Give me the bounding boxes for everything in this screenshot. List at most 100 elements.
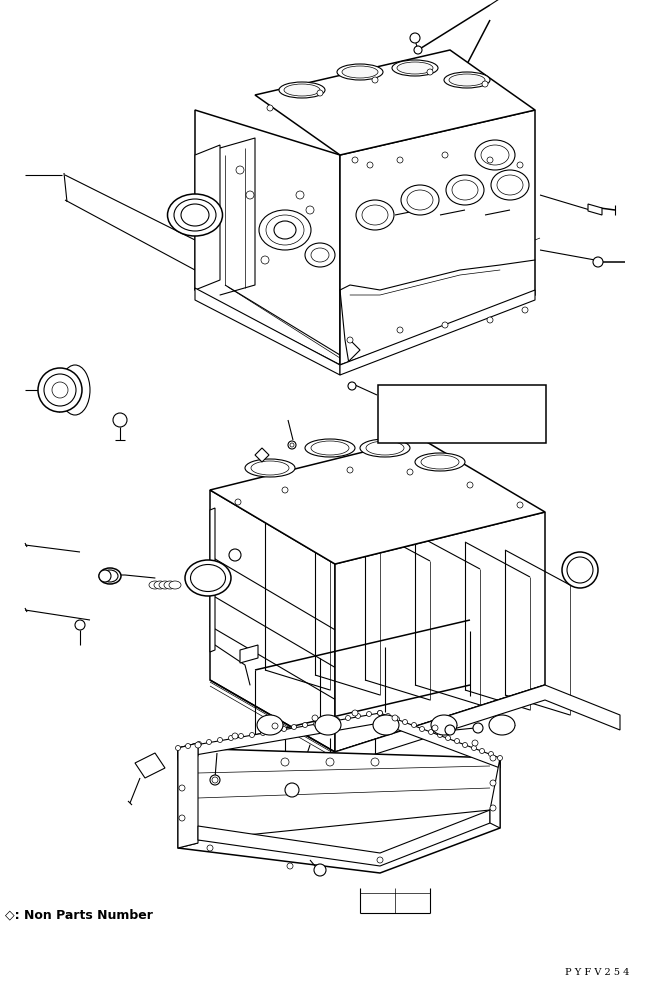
Ellipse shape (362, 205, 388, 225)
Ellipse shape (497, 175, 523, 195)
Polygon shape (210, 490, 335, 752)
Circle shape (472, 740, 478, 746)
Ellipse shape (366, 441, 404, 455)
Circle shape (75, 620, 85, 630)
Polygon shape (178, 743, 198, 848)
Circle shape (479, 749, 485, 753)
Circle shape (522, 307, 528, 313)
Ellipse shape (311, 441, 349, 455)
Ellipse shape (421, 455, 459, 469)
Ellipse shape (491, 170, 529, 200)
Circle shape (217, 738, 223, 743)
Circle shape (352, 710, 358, 716)
Circle shape (432, 725, 438, 731)
Ellipse shape (251, 461, 289, 475)
Polygon shape (335, 685, 620, 767)
Ellipse shape (154, 581, 166, 589)
Ellipse shape (489, 715, 515, 735)
Polygon shape (178, 713, 500, 768)
Circle shape (113, 413, 127, 427)
Circle shape (367, 162, 373, 168)
Circle shape (229, 549, 241, 561)
Circle shape (334, 717, 340, 722)
Ellipse shape (452, 180, 478, 200)
Circle shape (356, 713, 360, 718)
Circle shape (313, 721, 319, 727)
Ellipse shape (245, 459, 295, 477)
Circle shape (44, 374, 76, 406)
Ellipse shape (181, 204, 209, 226)
Ellipse shape (392, 60, 438, 76)
Text: ◇: Non Parts Number: ◇: Non Parts Number (5, 908, 153, 921)
Circle shape (99, 570, 111, 582)
Ellipse shape (305, 439, 355, 457)
Circle shape (402, 719, 408, 725)
Circle shape (371, 758, 379, 766)
Circle shape (52, 382, 68, 398)
Circle shape (186, 744, 190, 749)
Circle shape (517, 502, 523, 508)
Ellipse shape (164, 581, 176, 589)
Circle shape (378, 710, 382, 715)
Circle shape (462, 743, 467, 748)
Ellipse shape (342, 66, 378, 78)
Circle shape (352, 157, 358, 163)
Circle shape (490, 780, 496, 786)
Ellipse shape (475, 140, 515, 170)
Circle shape (314, 864, 326, 876)
Ellipse shape (305, 243, 335, 267)
Circle shape (407, 469, 413, 475)
Polygon shape (340, 290, 535, 375)
Ellipse shape (102, 570, 118, 582)
Ellipse shape (407, 190, 433, 210)
Polygon shape (210, 438, 545, 564)
Ellipse shape (444, 72, 490, 88)
Circle shape (366, 711, 372, 716)
Circle shape (445, 725, 455, 735)
Polygon shape (340, 110, 535, 365)
Circle shape (427, 69, 433, 75)
Ellipse shape (60, 365, 90, 415)
Polygon shape (198, 810, 490, 866)
Circle shape (372, 77, 378, 83)
Circle shape (489, 751, 493, 756)
Ellipse shape (257, 715, 283, 735)
Circle shape (290, 443, 294, 447)
Circle shape (517, 162, 523, 168)
Circle shape (261, 731, 265, 736)
Polygon shape (195, 145, 220, 290)
Circle shape (271, 729, 275, 734)
Circle shape (317, 90, 323, 96)
Ellipse shape (185, 560, 231, 596)
Polygon shape (178, 743, 198, 760)
Ellipse shape (190, 564, 225, 592)
Circle shape (281, 727, 287, 732)
Polygon shape (195, 288, 340, 375)
Ellipse shape (431, 715, 457, 735)
Circle shape (179, 815, 185, 821)
Circle shape (235, 499, 241, 505)
Circle shape (347, 467, 353, 473)
Polygon shape (335, 512, 545, 752)
Circle shape (272, 723, 278, 729)
Circle shape (467, 482, 473, 488)
Circle shape (487, 317, 493, 323)
Ellipse shape (169, 581, 181, 589)
Circle shape (471, 746, 477, 750)
Circle shape (291, 725, 297, 730)
Ellipse shape (446, 175, 484, 205)
Circle shape (207, 845, 213, 851)
Circle shape (442, 322, 448, 328)
Ellipse shape (311, 248, 329, 262)
Circle shape (438, 733, 442, 738)
Circle shape (285, 783, 299, 797)
Circle shape (562, 552, 598, 588)
Ellipse shape (266, 215, 304, 245)
Circle shape (323, 719, 329, 725)
Polygon shape (240, 645, 258, 663)
Circle shape (195, 742, 201, 748)
Ellipse shape (99, 568, 121, 584)
Circle shape (232, 733, 238, 739)
Circle shape (347, 337, 353, 343)
Circle shape (442, 152, 448, 158)
